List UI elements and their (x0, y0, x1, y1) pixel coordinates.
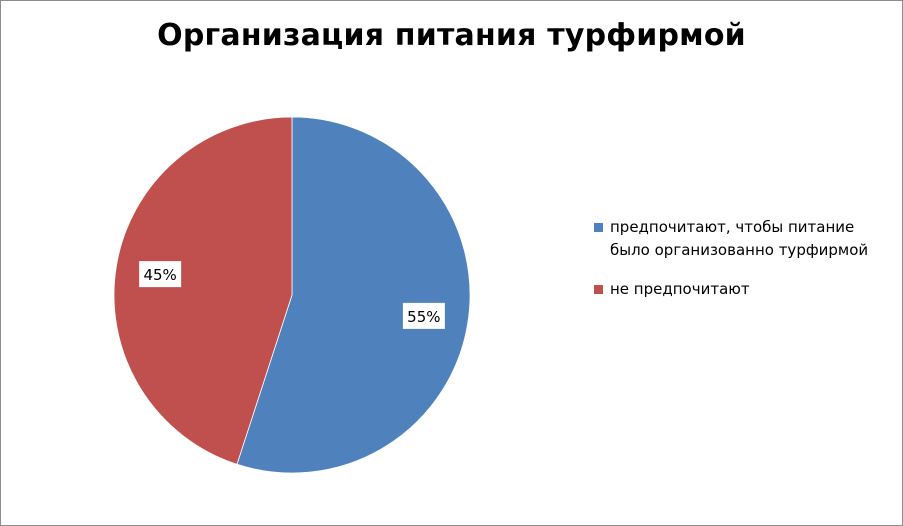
legend: предпочитают, чтобы питание было организ… (594, 216, 894, 317)
slice-prefer (236, 116, 471, 474)
legend-label-prefer: предпочитают, чтобы питание было организ… (610, 218, 869, 259)
legend-swatch-prefer (594, 223, 603, 232)
data-label-not-prefer: 45% (143, 266, 176, 284)
legend-item-prefer: предпочитают, чтобы питание было организ… (594, 216, 894, 262)
legend-swatch-not-prefer (594, 285, 603, 294)
data-label-box-not-prefer (139, 261, 182, 288)
legend-item-not-prefer: не предпочитают (594, 278, 894, 301)
slice-not-prefer (113, 116, 293, 465)
data-label-prefer: 55% (407, 308, 440, 326)
legend-label-not-prefer: не предпочитают (610, 280, 750, 298)
data-label-box-prefer (402, 302, 445, 329)
chart-title: Организация питания турфирмой (157, 18, 746, 53)
